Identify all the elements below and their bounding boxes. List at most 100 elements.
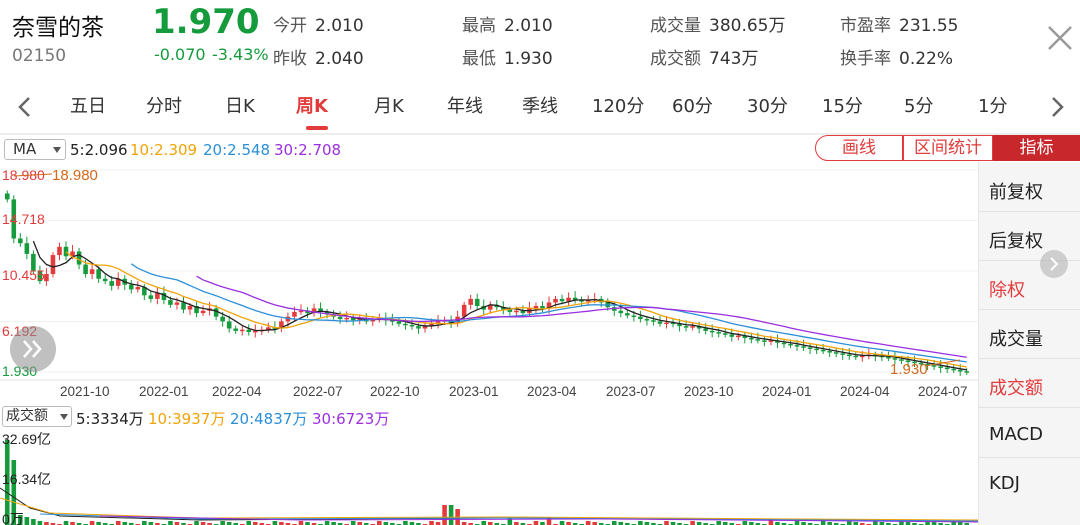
chevron-left-icon[interactable] [15, 95, 35, 119]
tab-1min[interactable]: 1分 [978, 96, 1008, 117]
divider [979, 211, 1080, 212]
volume-bar [311, 523, 317, 525]
tab-60min[interactable]: 60分 [672, 96, 713, 117]
candle-body [298, 310, 304, 313]
candle-body [781, 342, 787, 345]
volume-bar [102, 523, 108, 525]
candle-body [487, 304, 493, 310]
volume-bar [905, 522, 911, 525]
panel-toggle-button[interactable] [1040, 250, 1068, 278]
tab-intraday[interactable]: 分时 [146, 96, 182, 117]
panel-volume[interactable]: 成交量 [989, 329, 1043, 350]
chevron-right-icon[interactable] [1047, 95, 1067, 119]
candle-body [853, 355, 859, 358]
candle-body [964, 371, 970, 373]
y-axis-label: 14.718 [2, 211, 45, 227]
range-stats-button[interactable]: 区间统计 [903, 135, 993, 161]
tab-monthly-k[interactable]: 月K [374, 96, 404, 117]
candle-body [324, 311, 330, 315]
candle-body [938, 366, 943, 368]
volume-bar [912, 523, 917, 525]
x-axis-label: 2022-07 [293, 384, 343, 399]
tab-weekly-k[interactable]: 周K [296, 96, 328, 117]
volume-bar [200, 522, 206, 525]
tab-daily-k[interactable]: 日K [225, 96, 255, 117]
candle-body [370, 319, 376, 322]
panel-macd[interactable]: MACD [989, 424, 1043, 445]
volume-bar [749, 522, 754, 525]
volume-selector[interactable]: 成交额 [2, 406, 72, 427]
volume-bar [226, 522, 232, 525]
volume-bar [357, 522, 363, 525]
panel-forward-adjusted[interactable]: 前复权 [989, 182, 1043, 203]
stock-name: 奈雪的茶 [12, 15, 104, 41]
candle-body [233, 328, 238, 331]
volume-bar [625, 523, 630, 525]
volume-bar [533, 521, 539, 525]
volume-bar [938, 523, 943, 525]
panel-ex-rights[interactable]: 除权 [989, 280, 1025, 301]
volume-bar [305, 522, 310, 525]
candle-body [128, 284, 134, 290]
tab-5min[interactable]: 5分 [904, 96, 934, 117]
panel-backward-adjusted[interactable]: 后复权 [989, 231, 1043, 252]
divider [0, 133, 1080, 135]
price-change: -0.070 [154, 45, 206, 64]
candle-body [115, 278, 121, 286]
max-marker-line [13, 173, 53, 177]
volume-bar [572, 523, 578, 525]
stat-turnover-rate: 换手率 0.22% [840, 49, 954, 69]
volume-bar [722, 522, 728, 525]
tab-quarterly[interactable]: 季线 [522, 96, 558, 117]
volume-bar [690, 521, 695, 525]
candle-body [846, 354, 852, 357]
ma-selector[interactable]: MA [4, 139, 66, 160]
candle-body [50, 255, 56, 275]
volume-bar [964, 523, 970, 525]
close-icon[interactable] [1044, 22, 1076, 54]
candle-body [892, 358, 898, 360]
candle-body [899, 359, 904, 361]
tab-120min[interactable]: 120分 [592, 96, 645, 117]
volume-bar [253, 522, 258, 525]
candle-body [840, 353, 846, 355]
panel-kdj[interactable]: KDJ [989, 473, 1020, 494]
expand-button[interactable] [10, 326, 56, 372]
volume-bar [925, 521, 930, 525]
candle-body [860, 355, 865, 358]
candle-body [350, 317, 356, 321]
candle-body [807, 347, 813, 349]
tab-five-day[interactable]: 五日 [70, 96, 106, 117]
candle-body [729, 334, 735, 337]
panel-turnover[interactable]: 成交额 [989, 378, 1043, 399]
vol-ma5: 5:3334万 [76, 410, 144, 428]
candle-body [292, 311, 297, 317]
candle-body [403, 323, 408, 326]
volume-chart[interactable]: 32.69亿 16.34亿 0万 [0, 428, 978, 525]
tab-yearly[interactable]: 年线 [447, 96, 483, 117]
volume-y-label: 32.69亿 [2, 431, 51, 447]
candle-body [886, 356, 891, 359]
candle-body [11, 199, 17, 239]
volume-bar [546, 517, 552, 525]
vol-ma30: 30:6723万 [312, 410, 390, 428]
volume-bar [155, 523, 160, 525]
draw-line-button[interactable]: 画线 [815, 135, 903, 161]
volume-bar [696, 522, 702, 525]
volume-bar [781, 523, 787, 525]
volume-bar [951, 521, 956, 525]
kline-chart[interactable]: 18.98014.71810.4556.1921.93018.9801.9302… [0, 162, 978, 406]
ma30-line [196, 275, 967, 358]
volume-bar [409, 522, 415, 525]
volume-bar [148, 522, 154, 525]
candle-body [155, 292, 160, 299]
volume-bar [566, 522, 571, 525]
tab-30min[interactable]: 30分 [747, 96, 788, 117]
y-axis-label: 10.455 [2, 267, 45, 283]
volume-bar [755, 523, 761, 525]
volume-bar [487, 522, 493, 525]
tab-15min[interactable]: 15分 [822, 96, 863, 117]
indicator-button[interactable]: 指标 [993, 135, 1080, 161]
candle-body [585, 300, 591, 302]
active-tab-indicator [306, 126, 328, 130]
